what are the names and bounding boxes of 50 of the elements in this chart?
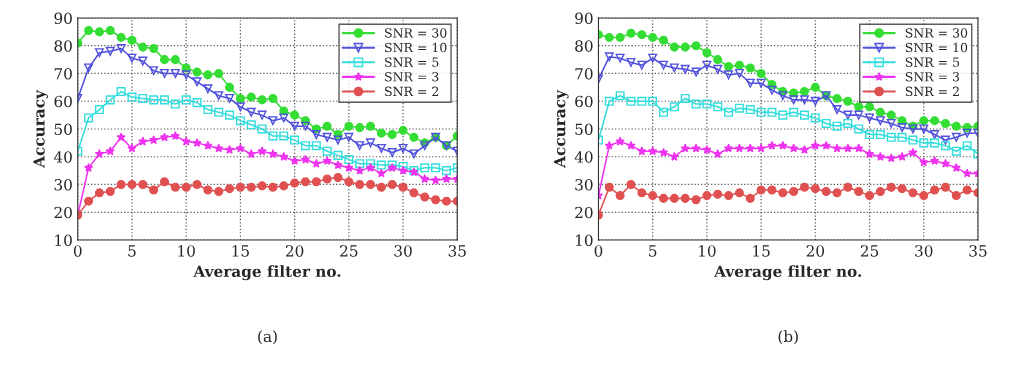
x-tick-label: 25 bbox=[860, 245, 879, 257]
y-tick-label: 10 bbox=[55, 234, 72, 247]
legend-label: SNR = 3 bbox=[385, 72, 439, 82]
x-tick-label: 0 bbox=[73, 245, 82, 257]
y-tick-label: 20 bbox=[54, 206, 72, 219]
y-tick-label: 40 bbox=[574, 151, 593, 163]
legend-label: SNR = 3 bbox=[905, 72, 960, 82]
x-tick-label: 0 bbox=[594, 245, 603, 257]
x-tick-label: 30 bbox=[915, 245, 933, 257]
y-tick-label: 70 bbox=[54, 67, 72, 80]
legend-label: SNR = 30 bbox=[905, 28, 968, 38]
x-tick-label: 25 bbox=[340, 245, 358, 257]
x-tick-label: 20 bbox=[285, 245, 304, 257]
x-tick-label: 15 bbox=[753, 245, 770, 257]
y-tick-label: 40 bbox=[53, 151, 72, 163]
x-tick-label: 35 bbox=[448, 245, 466, 257]
y-tick-label: 20 bbox=[575, 206, 593, 219]
legend-label: SNR = 5 bbox=[385, 57, 439, 67]
y-tick-label: 60 bbox=[54, 95, 72, 108]
y-axis-title: Accuracy bbox=[33, 89, 48, 168]
y-tick-label: 10 bbox=[576, 234, 593, 247]
y-tick-label: 70 bbox=[575, 67, 593, 80]
y-tick-label: 80 bbox=[575, 40, 593, 52]
legend-label: SNR = 10 bbox=[385, 42, 447, 53]
x-axis-title: Average filter no. bbox=[714, 265, 862, 281]
legend-label: SNR = 2 bbox=[385, 86, 439, 97]
y-tick-label: 90 bbox=[54, 12, 72, 25]
x-axis-title: Average filter no. bbox=[193, 265, 341, 281]
y-tick-label: 30 bbox=[54, 178, 72, 191]
x-tick-label: 5 bbox=[649, 245, 657, 257]
legend-label: SNR = 10 bbox=[905, 42, 968, 53]
x-tick-label: 20 bbox=[806, 245, 825, 257]
y-tick-label: 50 bbox=[54, 123, 72, 136]
x-tick-label: 15 bbox=[232, 245, 249, 257]
x-tick-label: 10 bbox=[699, 245, 716, 257]
text: (b) bbox=[778, 330, 798, 345]
y-tick-label: 30 bbox=[575, 178, 593, 191]
y-tick-label: 60 bbox=[575, 95, 593, 108]
x-tick-label: 10 bbox=[178, 245, 195, 257]
x-tick-label: 30 bbox=[394, 245, 412, 257]
y-tick-label: 80 bbox=[54, 40, 72, 52]
text: (a) bbox=[258, 330, 277, 345]
x-tick-label: 5 bbox=[128, 245, 136, 257]
legend-label: SNR = 5 bbox=[905, 57, 960, 67]
legend-label: SNR = 2 bbox=[905, 86, 959, 97]
y-axis-title: Accuracy bbox=[554, 89, 569, 168]
y-tick-label: 50 bbox=[575, 123, 593, 136]
legend-label: SNR = 30 bbox=[385, 28, 447, 38]
x-tick-label: 35 bbox=[969, 245, 987, 257]
y-tick-label: 90 bbox=[575, 12, 593, 25]
